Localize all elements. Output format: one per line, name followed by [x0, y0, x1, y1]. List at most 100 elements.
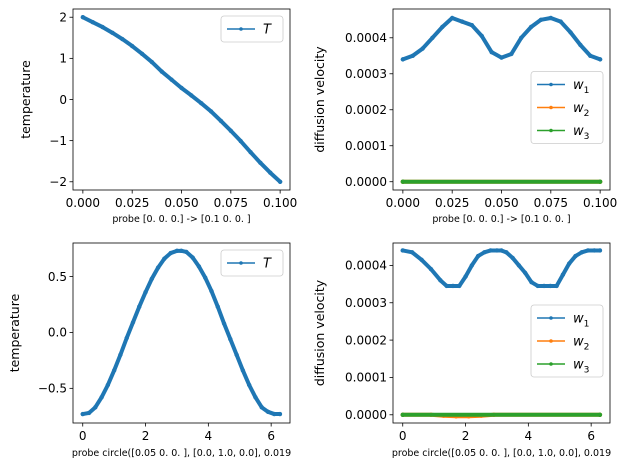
x-tick-label: 6: [587, 429, 595, 443]
data-point: [400, 248, 405, 253]
data-point: [228, 128, 234, 133]
data-point: [203, 275, 208, 280]
legend-marker: [549, 128, 553, 133]
data-point: [199, 101, 204, 106]
plot-area: [80, 248, 283, 417]
legend-frame: [530, 71, 604, 144]
subplot-4: 0 2 4 6 0.0000 0.0001 0.0002 0.0003 0.0004 probe …: [312, 242, 611, 459]
legend-marker: [239, 261, 243, 265]
y-tick-label: 0.0002: [345, 333, 387, 347]
plot-area: [80, 15, 283, 184]
legend-marker: [549, 316, 553, 320]
data-point: [143, 289, 148, 295]
data-point: [568, 30, 573, 35]
legend: w1 w2 w3: [530, 71, 604, 144]
data-point: [149, 59, 155, 65]
data-point: [248, 149, 253, 155]
series-w1: [400, 15, 603, 62]
data-point: [528, 24, 534, 30]
legend: T: [220, 15, 284, 43]
data-point: [129, 43, 135, 49]
y-axis-label: temperature: [7, 293, 22, 372]
data-point: [277, 179, 283, 184]
y-tick-label: 0.0004: [345, 31, 387, 45]
y-tick-label: 0.0002: [345, 103, 387, 117]
data-point: [105, 382, 111, 388]
data-point: [174, 248, 180, 254]
data-point: [475, 253, 481, 259]
legend-item-w3: w3: [537, 358, 590, 376]
legend-item-w2: w2: [537, 101, 589, 119]
data-point: [218, 118, 224, 124]
legend-item-w2: w2: [537, 335, 589, 353]
data-point: [86, 410, 92, 416]
data-point: [110, 30, 115, 36]
data-point: [184, 249, 189, 255]
series-T: [80, 248, 283, 417]
y-tick-label: 0.0003: [345, 296, 387, 310]
data-point: [420, 46, 425, 51]
legend-marker: [239, 27, 243, 31]
y-axis-label: diffusion velocity: [312, 279, 327, 386]
data-point: [162, 256, 167, 261]
data-point: [268, 170, 273, 175]
data-point: [137, 304, 142, 309]
data-point: [189, 93, 194, 98]
legend-label: w3: [573, 124, 590, 142]
y-tick-label: −0.5: [38, 382, 67, 396]
data-point: [519, 35, 524, 40]
legend-marker: [549, 105, 553, 110]
data-point: [538, 17, 544, 22]
data-point: [449, 15, 455, 21]
y-tick-label: 0.0: [48, 326, 67, 340]
y-tick-label: 0.0003: [345, 67, 387, 81]
data-point: [258, 160, 263, 166]
data-point: [469, 22, 475, 28]
data-point: [457, 283, 462, 289]
x-tick-label: 0.075: [534, 196, 568, 210]
data-point: [510, 255, 515, 261]
data-point: [450, 283, 456, 289]
data-point: [130, 320, 136, 325]
data-point: [479, 33, 484, 39]
data-point: [488, 248, 493, 253]
data-point: [541, 283, 547, 289]
data-point: [597, 248, 603, 253]
data-point: [597, 179, 603, 184]
x-axis-label: probe circle([0.05 0. 0. ], [0.0, 1.0, 0…: [72, 448, 291, 459]
data-point: [400, 179, 406, 184]
data-point: [139, 51, 145, 57]
data-point: [523, 270, 528, 276]
legend-label: w1: [573, 312, 589, 330]
legend-item-w1: w1: [537, 78, 589, 96]
data-point: [215, 304, 220, 309]
data-point: [585, 248, 591, 253]
legend-item-T: T: [227, 257, 272, 272]
legend-label: w2: [573, 101, 589, 119]
x-tick-label: 2: [142, 429, 150, 443]
series-w1: [400, 248, 603, 289]
data-point: [463, 274, 468, 279]
data-point: [124, 335, 129, 341]
data-point: [228, 336, 233, 342]
data-point: [234, 352, 239, 357]
data-point: [560, 272, 566, 277]
x-tick-label: 2: [462, 429, 470, 443]
data-point: [149, 276, 155, 281]
data-point: [400, 57, 406, 62]
data-point: [588, 53, 593, 58]
y-tick-label: 0.0000: [345, 408, 387, 422]
data-point: [428, 266, 434, 272]
y-tick-label: 0.0001: [345, 371, 387, 385]
data-point: [80, 411, 85, 417]
x-tick-label: 6: [267, 429, 275, 443]
y-tick-label: −1: [49, 134, 67, 148]
data-point: [494, 248, 500, 253]
data-point: [100, 24, 105, 30]
data-point: [120, 36, 125, 42]
x-axis-label: probe [0. 0. 0.] -> [0.1 0. 0. ]: [112, 214, 250, 225]
data-point: [592, 248, 597, 253]
data-point: [579, 250, 584, 255]
data-point: [459, 19, 465, 24]
data-point: [469, 263, 475, 268]
